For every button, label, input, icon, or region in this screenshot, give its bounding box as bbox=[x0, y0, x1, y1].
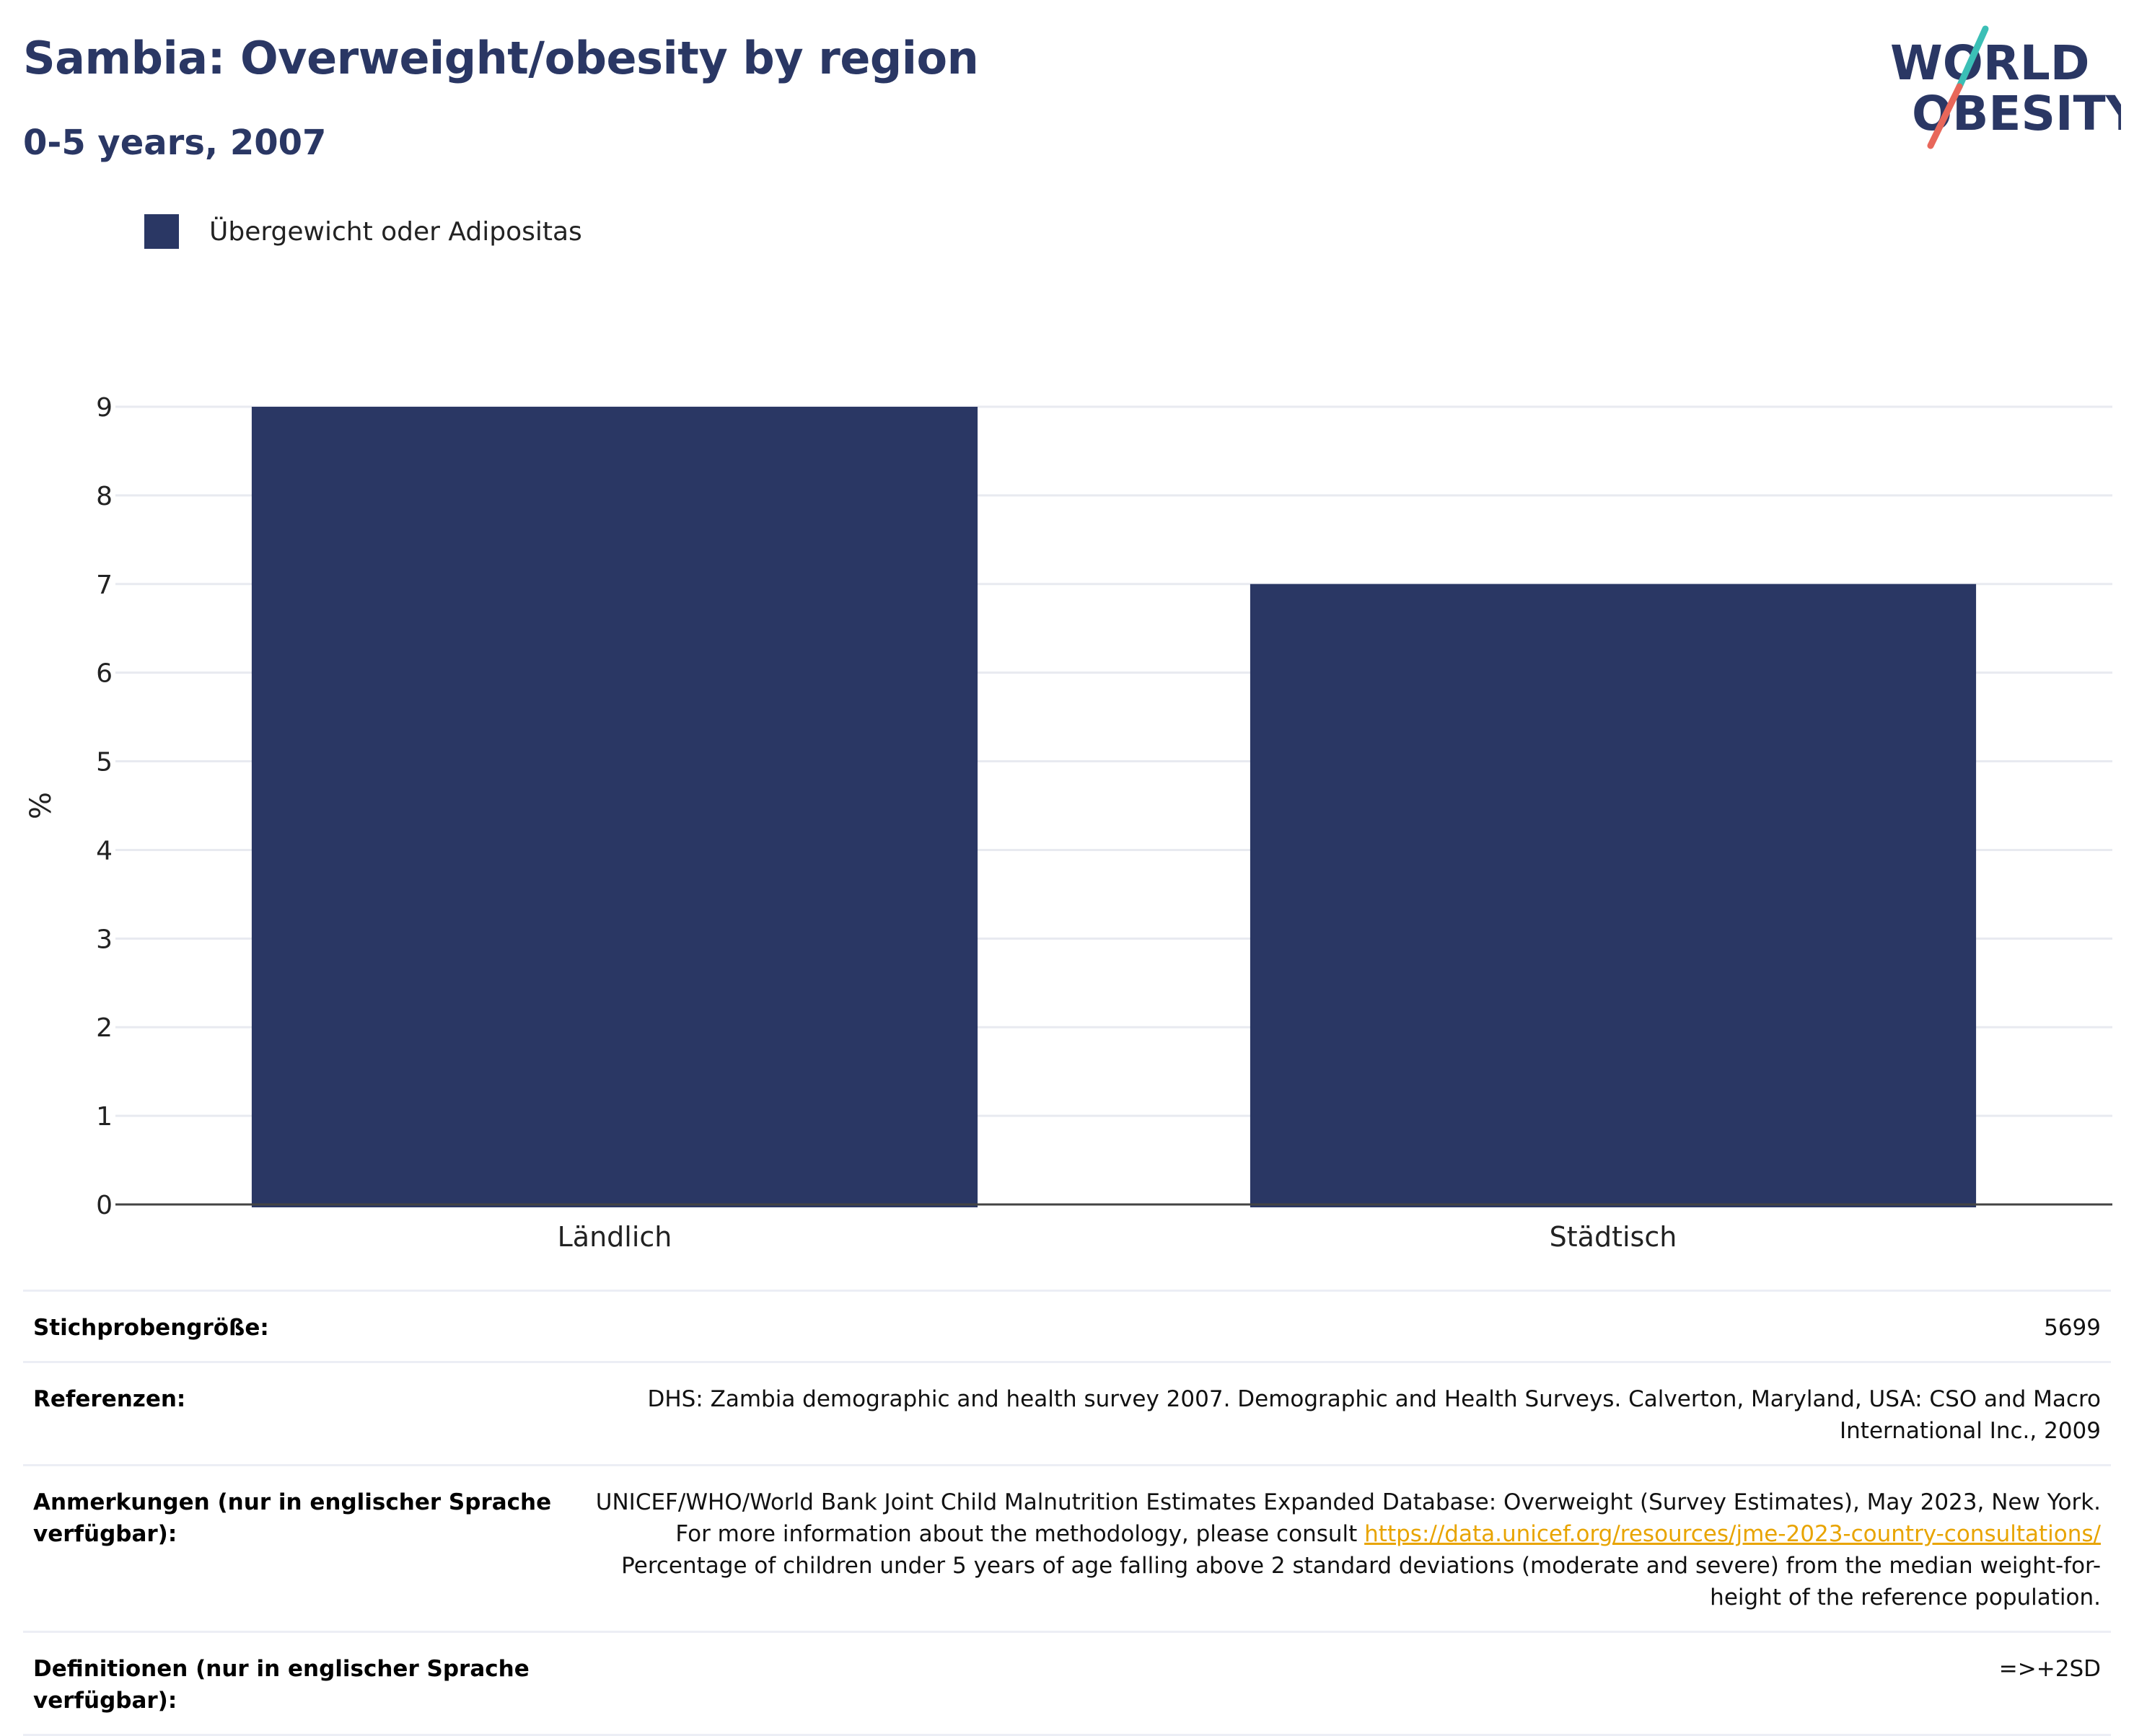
chart-subtitle: 0-5 years, 2007 bbox=[23, 123, 327, 163]
references-value: DHS: Zambia demographic and health surve… bbox=[647, 1386, 2101, 1444]
info-row-references: Referenzen: DHS: Zambia demographic and … bbox=[23, 1361, 2111, 1464]
y-tick-label: 9 bbox=[96, 393, 113, 423]
chart-legend[interactable]: Übergewicht oder Adipositas bbox=[144, 214, 582, 249]
definitions-value: =>+2SD bbox=[1998, 1656, 2101, 1682]
bar-chart: 0 1 2 3 4 5 6 7 8 9 Ländlich Städtisch% bbox=[25, 393, 2112, 1253]
sample-size-label: Stichprobengröße: bbox=[33, 1315, 269, 1341]
bar bbox=[251, 407, 978, 1207]
y-tick-label: 3 bbox=[96, 925, 113, 954]
world-obesity-logo[interactable]: WORLD OBESITY bbox=[1876, 22, 2134, 159]
chart-title: Sambia: Overweight/obesity by region bbox=[23, 32, 979, 84]
info-table: Stichprobengröße: 5699 Referenzen: DHS: … bbox=[23, 1290, 2111, 1736]
x-tick-label: Städtisch bbox=[1550, 1221, 1677, 1253]
y-tick-label: 6 bbox=[96, 659, 113, 689]
y-tick-label: 7 bbox=[96, 570, 113, 600]
y-tick-label: 5 bbox=[96, 748, 113, 777]
info-row-sample-size: Stichprobengröße: 5699 bbox=[23, 1290, 2111, 1361]
x-tick-label: Ländlich bbox=[558, 1221, 672, 1253]
references-label: Referenzen: bbox=[33, 1386, 186, 1412]
notes-text-before: UNICEF/WHO/World Bank Joint Child Malnut… bbox=[595, 1489, 2101, 1547]
notes-link[interactable]: https://data.unicef.org/resources/jme-20… bbox=[1364, 1521, 2101, 1547]
y-tick-label: 4 bbox=[96, 836, 113, 865]
definitions-label: Definitionen (nur in englischer Sprache … bbox=[33, 1656, 530, 1714]
y-tick-label: 8 bbox=[96, 482, 113, 511]
svg-text:WORLD: WORLD bbox=[1890, 35, 2090, 91]
y-tick-label: 2 bbox=[96, 1013, 113, 1043]
bar bbox=[1250, 583, 1977, 1207]
notes-text-after: Percentage of children under 5 years of … bbox=[621, 1553, 2101, 1611]
legend-swatch bbox=[144, 214, 179, 249]
world-obesity-logo-graphic: WORLD OBESITY bbox=[1890, 25, 2134, 149]
y-axis-label: % bbox=[25, 792, 58, 819]
info-row-notes: Anmerkungen (nur in englischer Sprache v… bbox=[23, 1464, 2111, 1631]
y-tick-label: 1 bbox=[96, 1102, 113, 1132]
legend-label: Übergewicht oder Adipositas bbox=[209, 216, 582, 247]
y-tick-label: 0 bbox=[96, 1191, 113, 1220]
sample-size-value: 5699 bbox=[2044, 1315, 2101, 1341]
info-row-definitions: Definitionen (nur in englischer Sprache … bbox=[23, 1631, 2111, 1736]
notes-label: Anmerkungen (nur in englischer Sprache v… bbox=[33, 1489, 552, 1547]
notes-value: UNICEF/WHO/World Bank Joint Child Malnut… bbox=[553, 1486, 2101, 1613]
